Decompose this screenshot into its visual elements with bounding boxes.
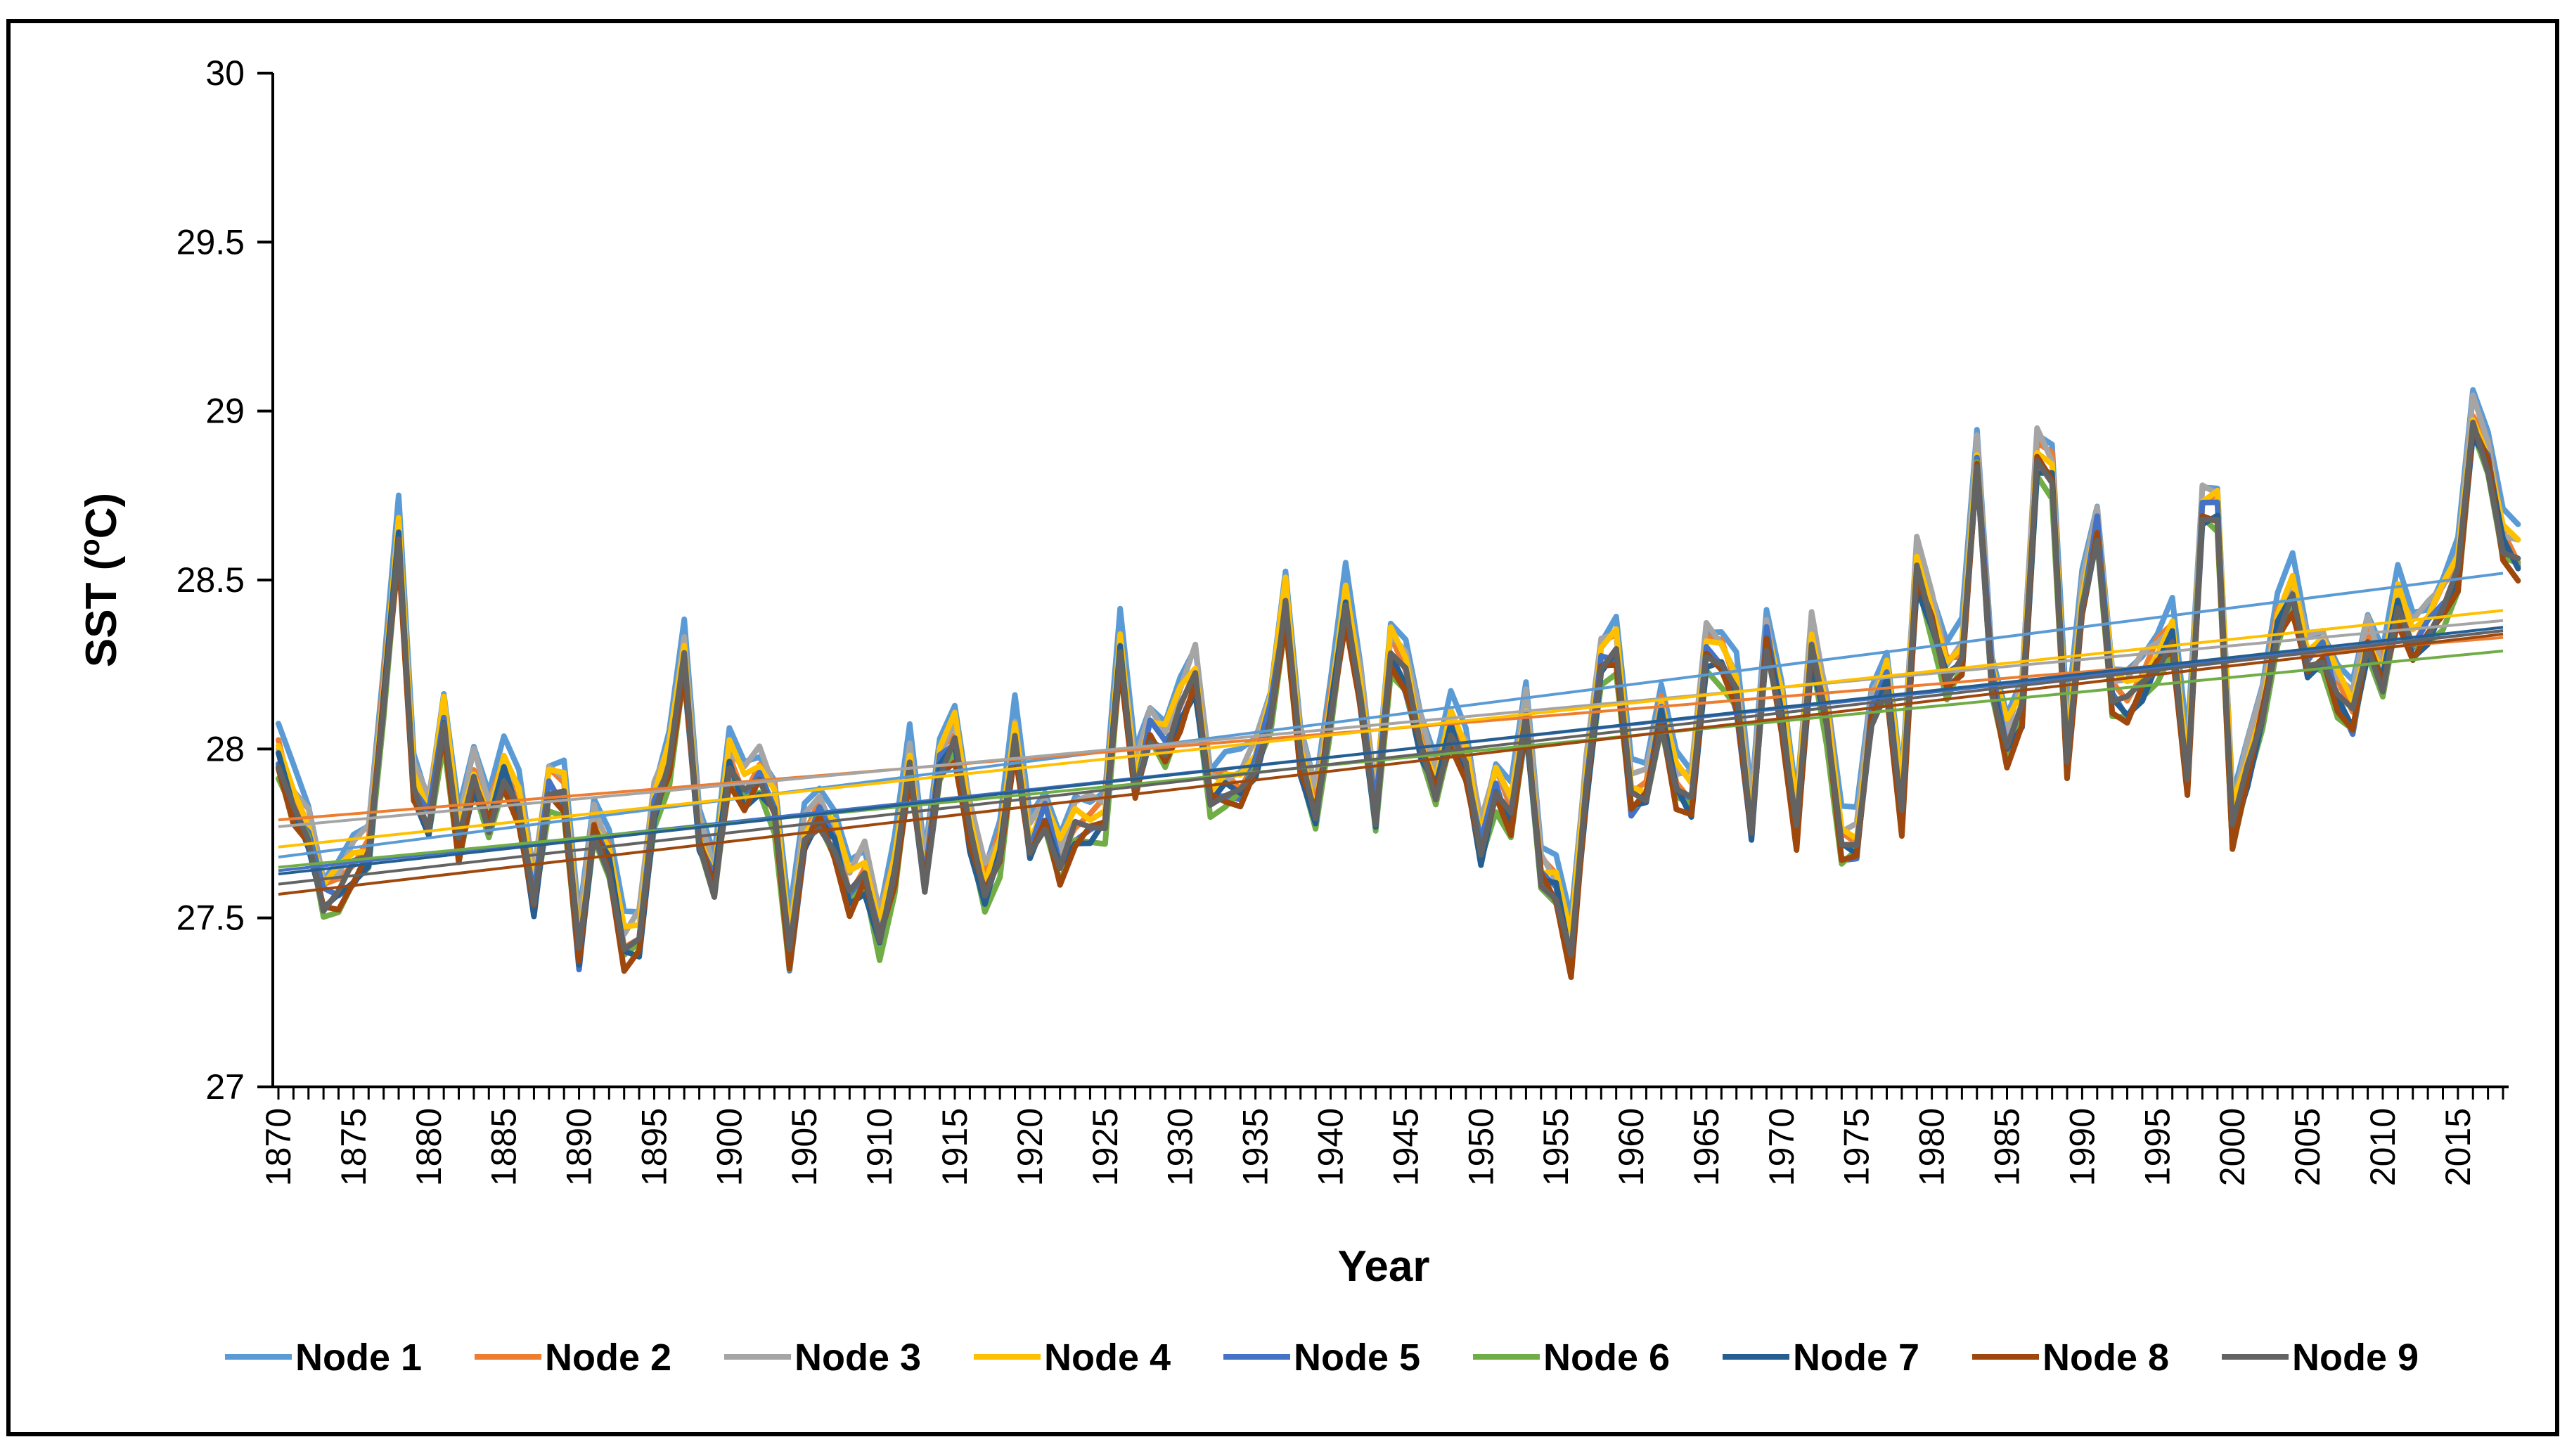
x-tick-label: 1945 (1386, 1108, 1425, 1186)
x-tick-label: 1970 (1762, 1108, 1801, 1186)
trend-line-node-7 (278, 626, 2504, 876)
x-tick-label: 2015 (2438, 1108, 2478, 1186)
x-tick-label: 1910 (860, 1108, 899, 1186)
x-tick-label: 2000 (2213, 1108, 2252, 1186)
x-tick-label: 1985 (1988, 1108, 2027, 1186)
legend-label-node-2: Node 2 (545, 1336, 671, 1379)
legend-label-node-1: Node 1 (295, 1336, 422, 1379)
x-tick-label: 1950 (1461, 1108, 1500, 1186)
legend-label-node-8: Node 8 (2042, 1336, 2169, 1379)
x-tick-label: 1915 (935, 1108, 974, 1186)
y-tick-label: 27 (205, 1067, 245, 1107)
y-tick-label: 28.5 (176, 560, 245, 600)
x-tick-label: 1960 (1611, 1108, 1651, 1186)
x-tick-label: 2005 (2288, 1108, 2327, 1186)
legend: Node 1 Node 2 Node 3 Node 4 Node 5 Node 6 Node… (225, 1336, 2419, 1379)
trend-line-node-4 (278, 609, 2504, 849)
legend-label-node-4: Node 4 (1044, 1336, 1171, 1379)
legend-label-node-9: Node 9 (2292, 1336, 2419, 1379)
x-tick-label: 1900 (709, 1108, 749, 1186)
legend-label-node-5: Node 5 (1294, 1336, 1420, 1379)
x-tick-label: 2010 (2363, 1108, 2402, 1186)
x-tick-label: 1890 (560, 1108, 599, 1186)
legend-label-node-7: Node 7 (1793, 1336, 1919, 1379)
x-tick-label: 1920 (1010, 1108, 1050, 1186)
x-tick-label: 1885 (484, 1108, 524, 1186)
x-tick-label: 1870 (259, 1108, 298, 1186)
x-tick-label: 1875 (334, 1108, 373, 1186)
x-tick-label: 1905 (785, 1108, 824, 1186)
y-tick-label: 30 (205, 53, 245, 93)
x-tick-label: 1980 (1912, 1108, 1952, 1186)
trend-line-node-9 (278, 629, 2504, 886)
y-tick-label: 28 (205, 729, 245, 768)
axes: 27 27.5 28 28.5 29 29.5 30 1870 1875 1880 1885 1890… (75, 53, 2509, 1291)
x-tick-label: 1930 (1161, 1108, 1200, 1186)
trend-line-node-8 (278, 632, 2504, 896)
series-line-node-9 (276, 419, 2521, 958)
plot-area (276, 387, 2521, 980)
y-tick-label: 29 (205, 392, 245, 431)
y-tick-label: 27.5 (176, 898, 245, 938)
x-tick-label: 1990 (2062, 1108, 2102, 1186)
legend-label-node-6: Node 6 (1543, 1336, 1670, 1379)
x-tick-label: 1895 (634, 1108, 674, 1186)
y-axis-title: SST (oC) (75, 493, 126, 667)
x-tick-label: 1880 (409, 1108, 449, 1186)
x-tick-label: 1935 (1236, 1108, 1275, 1186)
x-axis-title: Year (1337, 1242, 1429, 1291)
x-tick-label: 1995 (2137, 1108, 2177, 1186)
x-tick-label: 1925 (1086, 1108, 1125, 1186)
trend-line-node-3 (278, 619, 2504, 828)
x-tick-label: 1975 (1837, 1108, 1877, 1186)
x-tick-label: 1955 (1536, 1108, 1576, 1186)
legend-label-node-3: Node 3 (794, 1336, 921, 1379)
trend-line-node-6 (278, 649, 2504, 869)
x-tick-label: 1965 (1687, 1108, 1726, 1186)
trend-line-node-1 (278, 572, 2504, 859)
y-tick-label: 29.5 (176, 222, 245, 262)
x-tick-label: 1940 (1311, 1108, 1350, 1186)
